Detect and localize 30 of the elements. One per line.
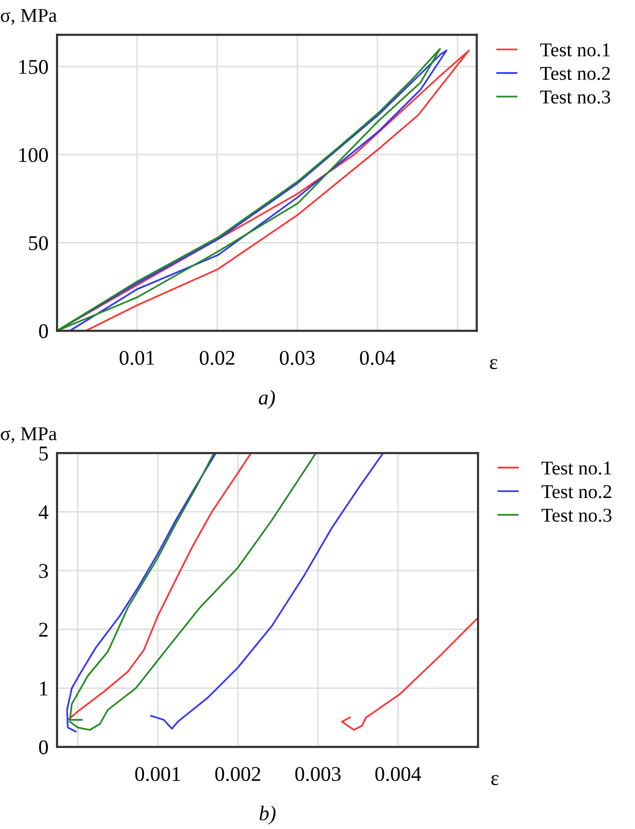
y-tick-label: 0 bbox=[39, 740, 48, 754]
legend-label: Test no.3 bbox=[542, 508, 612, 522]
x-axis-title: ε bbox=[491, 775, 499, 786]
x-tick-label: 0.03 bbox=[280, 350, 315, 365]
legend-label: Test no.2 bbox=[542, 485, 612, 498]
legend-label: Test no.1 bbox=[540, 43, 610, 56]
y-tick-label: 5 bbox=[39, 446, 48, 460]
text: b) bbox=[260, 806, 276, 825]
y-tick-label: 0 bbox=[39, 324, 48, 338]
x-tick-label: 0.01 bbox=[120, 350, 154, 365]
y-tick-label: 1 bbox=[40, 682, 48, 696]
y-tick-label: 2 bbox=[39, 622, 48, 637]
y-axis-title: σ, MPa bbox=[0, 427, 57, 444]
y-tick-label: 3 bbox=[39, 564, 48, 578]
y-tick-label: 50 bbox=[29, 236, 48, 250]
x-tick-label: 0.02 bbox=[200, 350, 234, 365]
x-tick-label: 0.001 bbox=[135, 766, 180, 782]
x-axis-title: ε bbox=[490, 359, 498, 370]
y-axis-title: σ, MPa bbox=[0, 9, 57, 25]
y-tick-label: 4 bbox=[38, 505, 48, 520]
legend-label: Test no.3 bbox=[540, 90, 610, 104]
x-tick-label: 0.003 bbox=[295, 766, 341, 782]
y-tick-label: 150 bbox=[19, 60, 48, 74]
y-tick-label: 100 bbox=[19, 148, 48, 162]
text: a) bbox=[258, 390, 275, 409]
legend-label: Test no.2 bbox=[540, 66, 610, 80]
x-tick-label: 0.002 bbox=[215, 766, 260, 782]
x-tick-label: 0.04 bbox=[360, 350, 396, 365]
x-tick-label: 0.004 bbox=[375, 766, 422, 782]
legend-label: Test no.1 bbox=[542, 462, 612, 475]
